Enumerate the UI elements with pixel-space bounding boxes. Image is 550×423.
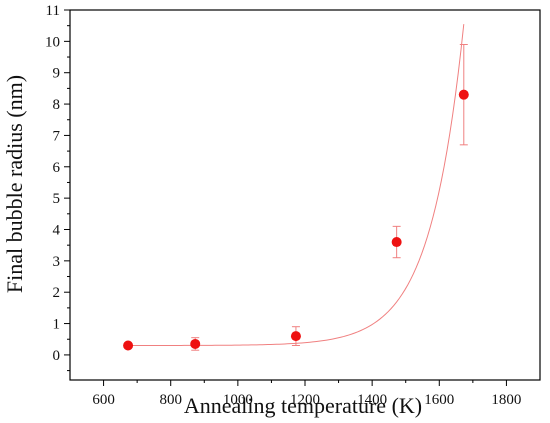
x-tick-label: 600 — [92, 392, 115, 408]
y-tick-label: 9 — [53, 66, 61, 82]
y-tick-label: 1 — [53, 317, 61, 333]
y-tick-label: 7 — [53, 128, 61, 144]
data-point — [190, 338, 201, 349]
x-tick-label: 800 — [159, 392, 182, 408]
y-tick-label: 6 — [53, 160, 61, 176]
y-tick-label: 11 — [46, 3, 60, 19]
data-point — [123, 340, 134, 351]
plot-frame — [69, 9, 541, 381]
x-tick-label: 1200 — [290, 392, 320, 408]
x-axis-title: Annealing temperature (K) — [184, 393, 422, 418]
axes-frame — [69, 9, 541, 381]
y-tick-label: 10 — [45, 34, 60, 50]
y-tick-label: 5 — [53, 191, 61, 207]
y-tick-label: 4 — [53, 222, 61, 238]
x-tick-label: 1400 — [357, 392, 387, 408]
x-tick-label: 1600 — [424, 392, 454, 408]
data-point — [290, 331, 301, 342]
error-bars — [124, 43, 468, 351]
x-axis-ticks: 600 800 1000 1200 1400 1600 1800 — [92, 380, 521, 408]
fit-curve — [128, 24, 465, 346]
y-tick-label: 0 — [53, 348, 61, 364]
x-tick-label: 1800 — [491, 392, 521, 408]
y-tick-label: 3 — [53, 254, 61, 270]
y-axis-title: Final bubble radius (nm) — [2, 75, 27, 293]
y-tick-label: 2 — [53, 285, 61, 301]
y-tick-label: 8 — [53, 97, 61, 113]
data-points — [123, 89, 469, 351]
data-point — [391, 237, 402, 248]
y-axis-ticks: 0 1 2 3 4 5 6 7 8 9 10 11 — [45, 3, 70, 372]
data-point — [458, 89, 469, 100]
x-tick-label: 1000 — [223, 392, 253, 408]
